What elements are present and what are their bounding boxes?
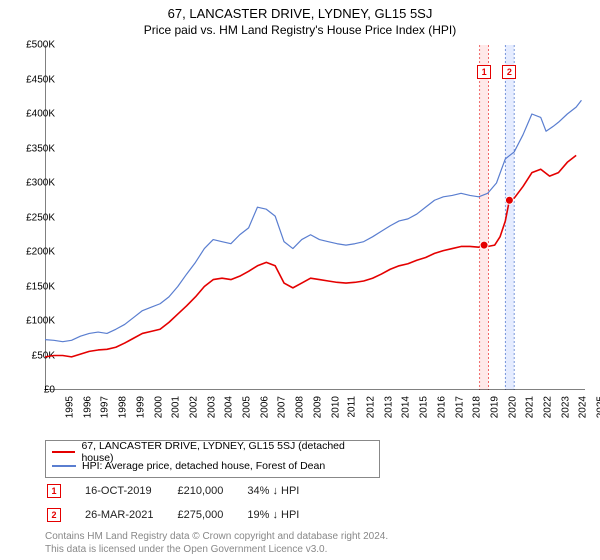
legend-swatch bbox=[52, 465, 76, 467]
legend-row: HPI: Average price, detached house, Fore… bbox=[52, 459, 373, 473]
sale-marker-icon: 2 bbox=[47, 508, 61, 522]
footer-line: This data is licensed under the Open Gov… bbox=[45, 544, 388, 557]
sale-delta: 19% ↓ HPI bbox=[247, 504, 321, 526]
footer-line: Contains HM Land Registry data © Crown c… bbox=[45, 531, 388, 544]
sale-price: £275,000 bbox=[177, 504, 245, 526]
chart-plot-area: 1995199619971998199920002001200220032004… bbox=[45, 45, 585, 390]
chart-svg bbox=[45, 45, 585, 390]
table-row: 2 26-MAR-2021 £275,000 19% ↓ HPI bbox=[47, 504, 321, 526]
page-subtitle: Price paid vs. HM Land Registry's House … bbox=[0, 23, 600, 37]
legend: 67, LANCASTER DRIVE, LYDNEY, GL15 5SJ (d… bbox=[45, 440, 380, 478]
sale-delta: 34% ↓ HPI bbox=[247, 480, 321, 502]
sales-table: 1 16-OCT-2019 £210,000 34% ↓ HPI 2 26-MA… bbox=[45, 478, 323, 528]
sale-marker-icon: 1 bbox=[47, 484, 61, 498]
legend-label: HPI: Average price, detached house, Fore… bbox=[82, 460, 325, 472]
chart-marker-label: 1 bbox=[477, 65, 491, 79]
sale-price: £210,000 bbox=[177, 480, 245, 502]
legend-swatch bbox=[52, 451, 75, 453]
attribution-footer: Contains HM Land Registry data © Crown c… bbox=[45, 531, 388, 556]
legend-row: 67, LANCASTER DRIVE, LYDNEY, GL15 5SJ (d… bbox=[52, 445, 373, 459]
table-row: 1 16-OCT-2019 £210,000 34% ↓ HPI bbox=[47, 480, 321, 502]
page-title: 67, LANCASTER DRIVE, LYDNEY, GL15 5SJ bbox=[0, 6, 600, 21]
chart-marker-label: 2 bbox=[502, 65, 516, 79]
sale-date: 26-MAR-2021 bbox=[85, 504, 175, 526]
sale-date: 16-OCT-2019 bbox=[85, 480, 175, 502]
chart-titles: 67, LANCASTER DRIVE, LYDNEY, GL15 5SJ Pr… bbox=[0, 0, 600, 37]
